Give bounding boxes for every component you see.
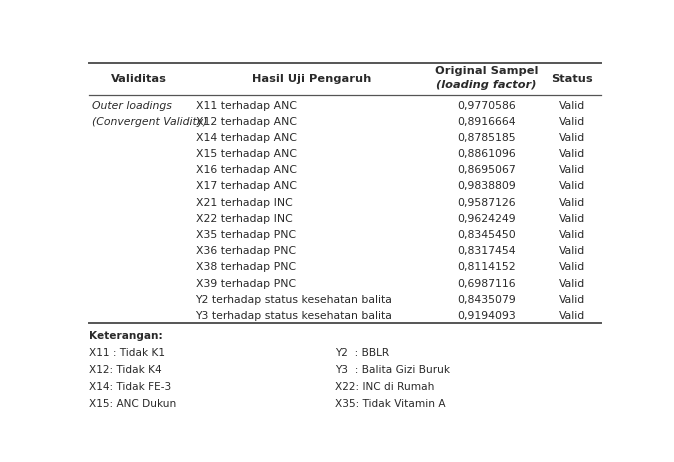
Text: X38 terhadap PNC: X38 terhadap PNC	[195, 262, 296, 273]
Text: Valid: Valid	[559, 198, 585, 207]
Text: X14 terhadap ANC: X14 terhadap ANC	[195, 133, 297, 143]
Text: (Convergent Validity): (Convergent Validity)	[92, 117, 208, 127]
Text: 0,8785185: 0,8785185	[457, 133, 516, 143]
Text: X35 terhadap PNC: X35 terhadap PNC	[195, 230, 296, 240]
Text: Valid: Valid	[559, 149, 585, 159]
Text: Valid: Valid	[559, 214, 585, 224]
Text: X14: Tidak FE-3: X14: Tidak FE-3	[90, 383, 172, 392]
Text: Valid: Valid	[559, 311, 585, 321]
Text: 0,8435079: 0,8435079	[457, 295, 516, 305]
Text: Y3  : Balita Gizi Buruk: Y3 : Balita Gizi Buruk	[335, 365, 450, 375]
Text: 0,8916664: 0,8916664	[457, 117, 516, 127]
Text: Hasil Uji Pengaruh: Hasil Uji Pengaruh	[252, 73, 371, 84]
Text: 0,9624249: 0,9624249	[457, 214, 516, 224]
Text: 0,8317454: 0,8317454	[457, 246, 516, 256]
Text: Valid: Valid	[559, 165, 585, 175]
Text: X16 terhadap ANC: X16 terhadap ANC	[195, 165, 297, 175]
Text: (loading factor): (loading factor)	[436, 80, 537, 90]
Text: X15 terhadap ANC: X15 terhadap ANC	[195, 149, 297, 159]
Text: 0,8861096: 0,8861096	[457, 149, 516, 159]
Text: Validitas: Validitas	[111, 73, 167, 84]
Text: Y2 terhadap status kesehatan balita: Y2 terhadap status kesehatan balita	[195, 295, 392, 305]
Text: X17 terhadap ANC: X17 terhadap ANC	[195, 182, 297, 191]
Text: Y3 terhadap status kesehatan balita: Y3 terhadap status kesehatan balita	[195, 311, 392, 321]
Text: X12 terhadap ANC: X12 terhadap ANC	[195, 117, 297, 127]
Text: Valid: Valid	[559, 295, 585, 305]
Text: 0,9838809: 0,9838809	[457, 182, 516, 191]
Text: Status: Status	[551, 73, 593, 84]
Text: 0,9587126: 0,9587126	[457, 198, 516, 207]
Text: Outer loadings: Outer loadings	[92, 101, 172, 110]
Text: Valid: Valid	[559, 230, 585, 240]
Text: Valid: Valid	[559, 117, 585, 127]
Text: Valid: Valid	[559, 246, 585, 256]
Text: X22 terhadap INC: X22 terhadap INC	[195, 214, 293, 224]
Text: 0,9770586: 0,9770586	[457, 101, 516, 110]
Text: 0,8345450: 0,8345450	[457, 230, 516, 240]
Text: X21 terhadap INC: X21 terhadap INC	[195, 198, 293, 207]
Text: Valid: Valid	[559, 133, 585, 143]
Text: Keterangan:: Keterangan:	[90, 331, 163, 341]
Text: Original Sampel: Original Sampel	[435, 67, 539, 76]
Text: X36 terhadap PNC: X36 terhadap PNC	[195, 246, 296, 256]
Text: X15: ANC Dukun: X15: ANC Dukun	[90, 400, 177, 409]
Text: X39 terhadap PNC: X39 terhadap PNC	[195, 279, 296, 289]
Text: Valid: Valid	[559, 262, 585, 273]
Text: X11 : Tidak K1: X11 : Tidak K1	[90, 348, 166, 358]
Text: X35: Tidak Vitamin A: X35: Tidak Vitamin A	[335, 400, 446, 409]
Text: X22: INC di Rumah: X22: INC di Rumah	[335, 383, 434, 392]
Text: X12: Tidak K4: X12: Tidak K4	[90, 365, 162, 375]
Text: 0,6987116: 0,6987116	[457, 279, 516, 289]
Text: Valid: Valid	[559, 101, 585, 110]
Text: X11 terhadap ANC: X11 terhadap ANC	[195, 101, 297, 110]
Text: Valid: Valid	[559, 182, 585, 191]
Text: 0,8114152: 0,8114152	[457, 262, 516, 273]
Text: 0,9194093: 0,9194093	[457, 311, 516, 321]
Text: 0,8695067: 0,8695067	[457, 165, 516, 175]
Text: Valid: Valid	[559, 279, 585, 289]
Text: Y2  : BBLR: Y2 : BBLR	[335, 348, 389, 358]
